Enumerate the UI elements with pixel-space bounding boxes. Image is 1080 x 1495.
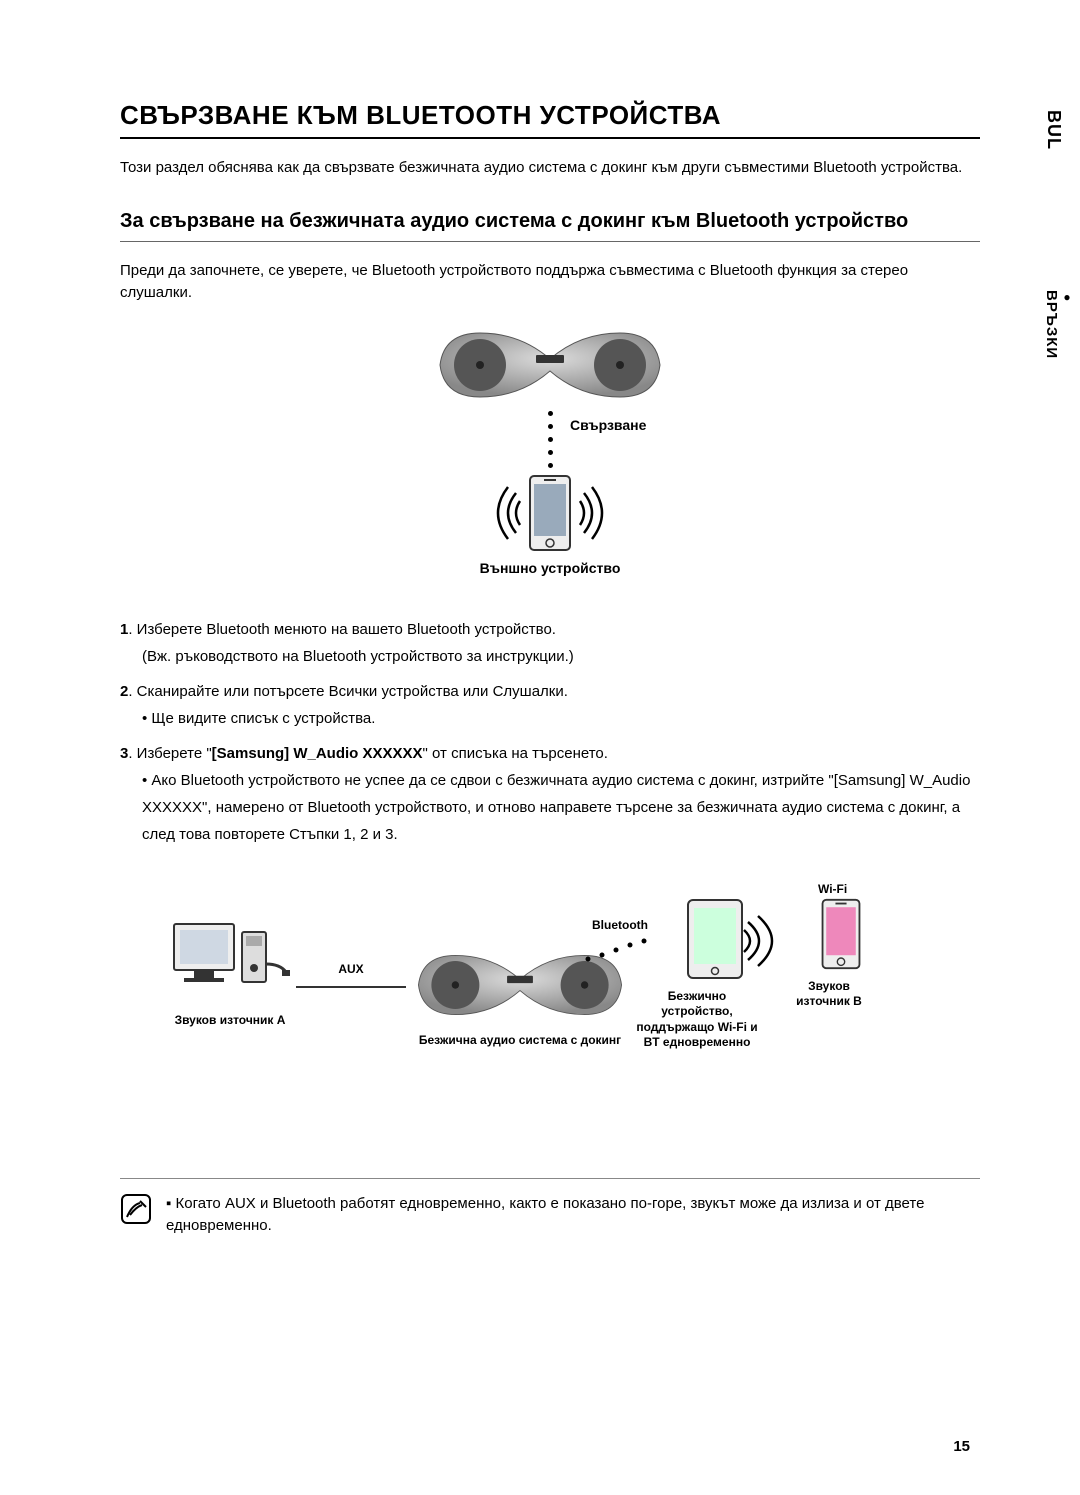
source-b: Звуков източник B xyxy=(808,898,874,1010)
intro-text: Този раздел обяснява как да свързвате бе… xyxy=(120,157,980,180)
step-text-suffix: " от списъка на търсенето. xyxy=(423,745,608,762)
tablet-icon xyxy=(686,898,744,980)
section-intro: Преди да започнете, се уверете, че Bluet… xyxy=(120,260,980,305)
wave-right-icon xyxy=(578,483,614,543)
step-bullet: Ще видите списък с устройства. xyxy=(120,705,980,732)
aux-line: AUX xyxy=(296,962,406,998)
wifi-waves xyxy=(740,914,790,973)
source-b-label: Звуков източник B xyxy=(784,979,874,1010)
note-box: ▪ Когато AUX и Bluetooth работят едновре… xyxy=(120,1178,980,1238)
aux-label: AUX xyxy=(296,962,406,978)
bluetooth-dots: Bluetooth xyxy=(580,918,660,971)
pc-source-a: Звуков източник A xyxy=(170,918,290,1029)
side-tab-section: ВРЪЗКИ xyxy=(1037,280,1080,369)
step-text: . Сканирайте или потърсете Всички устрой… xyxy=(128,683,568,700)
note-content: Когато AUX и Bluetooth работят едновреме… xyxy=(166,1195,924,1235)
section-title: За свързване на безжичната аудио система… xyxy=(120,210,980,242)
aux-cable-icon xyxy=(296,982,406,992)
step-bullet: Ако Bluetooth устройството не успее да с… xyxy=(120,767,980,848)
phone-with-waves xyxy=(486,474,614,552)
dock-label: Безжична аудио система с докинг xyxy=(400,1033,640,1049)
page-title: СВЪРЗВАНЕ КЪМ BLUETOOTH УСТРОЙСТВА xyxy=(120,100,980,139)
side-tabs: BUL ВРЪЗКИ xyxy=(1037,100,1080,369)
step-2: 2. Сканирайте или потърсете Всички устро… xyxy=(120,678,980,732)
wifi-wave-icon xyxy=(740,914,790,968)
step-text-prefix: . Изберете " xyxy=(128,745,211,762)
step-text: . Изберете Bluetooth менюто на вашето Bl… xyxy=(128,621,556,638)
step-3: 3. Изберете "[Samsung] W_Audio XXXXXX" о… xyxy=(120,740,980,848)
connection-dots-icon xyxy=(548,405,553,474)
pc-icon xyxy=(170,918,290,1008)
bt-dots-icon xyxy=(580,935,660,965)
diagram-connections: Звуков източник A AUX Безжична аудио сис… xyxy=(170,888,930,1128)
side-tab-lang: BUL xyxy=(1037,100,1070,160)
speaker-dock-icon xyxy=(420,325,680,405)
step-bold: [Samsung] W_Audio XXXXXX xyxy=(212,745,423,762)
wifi-label: Wi-Fi xyxy=(818,882,847,898)
steps-list: 1. Изберете Bluetooth менюто на вашето B… xyxy=(120,616,980,848)
phone-icon xyxy=(528,474,572,552)
wireless-device-label: Безжично устройство, поддържащо Wi-Fi и … xyxy=(632,989,762,1051)
external-device-label: Външно устройство xyxy=(480,560,621,576)
bluetooth-label: Bluetooth xyxy=(580,918,660,934)
note-text: ▪ Когато AUX и Bluetooth работят едновре… xyxy=(166,1193,980,1238)
diagram-connect: Свързване Външно устройство xyxy=(120,325,980,576)
step-1: 1. Изберете Bluetooth менюто на вашето B… xyxy=(120,616,980,670)
page-number: 15 xyxy=(953,1438,970,1455)
step-subtext: (Вж. ръководството на Bluetooth устройст… xyxy=(120,643,980,670)
connect-label: Свързване xyxy=(570,417,646,433)
wave-left-icon xyxy=(486,483,522,543)
phone-icon xyxy=(820,898,862,970)
note-icon xyxy=(120,1193,152,1238)
source-a-label: Звуков източник A xyxy=(170,1013,290,1029)
